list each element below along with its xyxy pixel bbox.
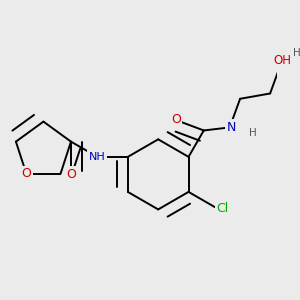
Text: Cl: Cl [216,202,229,215]
Text: O: O [22,167,32,181]
Text: O: O [66,168,76,181]
Text: H: H [249,128,256,138]
Text: OH: OH [273,54,291,67]
Text: H: H [293,48,300,58]
Text: NH: NH [89,152,106,162]
Text: O: O [171,113,181,126]
Text: N: N [226,121,236,134]
